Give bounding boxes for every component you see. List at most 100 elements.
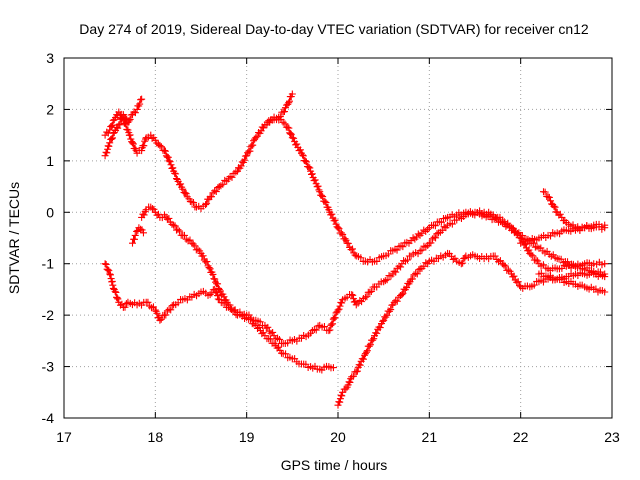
data-point bbox=[318, 191, 326, 199]
data-point bbox=[104, 145, 112, 153]
data-point bbox=[328, 210, 336, 218]
data-point bbox=[138, 95, 146, 103]
data-point bbox=[601, 273, 609, 281]
data-point bbox=[363, 293, 371, 301]
data-point bbox=[140, 211, 148, 219]
data-point bbox=[306, 164, 314, 172]
data-point bbox=[163, 307, 171, 315]
data-point bbox=[356, 361, 364, 369]
data-point bbox=[177, 180, 185, 188]
data-point bbox=[530, 281, 538, 289]
data-point bbox=[383, 276, 391, 284]
data-point bbox=[399, 289, 407, 297]
data-point bbox=[275, 113, 283, 121]
data-point bbox=[101, 152, 109, 160]
data-point bbox=[331, 314, 339, 322]
data-point bbox=[326, 326, 334, 334]
data-point bbox=[393, 297, 401, 305]
data-point bbox=[532, 256, 540, 264]
data-point bbox=[215, 183, 223, 191]
data-point bbox=[129, 140, 137, 148]
data-point bbox=[107, 123, 115, 131]
data-point bbox=[214, 292, 221, 300]
data-point bbox=[321, 197, 329, 205]
data-point bbox=[287, 130, 295, 138]
data-point bbox=[504, 266, 512, 274]
data-point bbox=[420, 262, 428, 270]
data-point bbox=[414, 230, 422, 238]
data-point bbox=[327, 321, 335, 329]
data-point bbox=[105, 142, 113, 150]
data-point bbox=[338, 392, 346, 400]
data-point bbox=[288, 90, 296, 98]
data-point bbox=[379, 317, 387, 325]
data-point bbox=[282, 350, 290, 358]
data-point bbox=[366, 288, 374, 296]
data-point bbox=[215, 285, 223, 293]
data-point bbox=[418, 246, 426, 254]
data-point bbox=[256, 318, 264, 326]
data-point bbox=[329, 315, 337, 323]
data-point bbox=[316, 188, 324, 196]
data-point bbox=[171, 222, 179, 230]
data-point bbox=[329, 364, 337, 372]
y-tick-label: -2 bbox=[42, 307, 55, 323]
data-point bbox=[366, 341, 374, 349]
data-point bbox=[275, 335, 283, 343]
data-point bbox=[199, 252, 207, 260]
data-point bbox=[103, 265, 111, 273]
data-point bbox=[209, 270, 217, 278]
data-point bbox=[136, 100, 144, 108]
data-point bbox=[170, 221, 178, 229]
data-point bbox=[164, 153, 172, 161]
data-point bbox=[279, 118, 287, 126]
data-point bbox=[169, 164, 177, 172]
data-point bbox=[214, 280, 222, 288]
data-point bbox=[114, 124, 122, 132]
data-point bbox=[437, 218, 445, 226]
data-point bbox=[166, 158, 174, 166]
data-point bbox=[331, 216, 339, 224]
data-point bbox=[558, 213, 566, 221]
data-point bbox=[325, 327, 333, 335]
data-point bbox=[167, 161, 175, 169]
data-point bbox=[157, 143, 165, 151]
data-point bbox=[111, 287, 119, 295]
data-point bbox=[106, 271, 114, 279]
data-point bbox=[133, 105, 141, 113]
data-point bbox=[247, 315, 255, 323]
data-point bbox=[168, 220, 176, 228]
data-point bbox=[498, 216, 506, 224]
data-point bbox=[440, 223, 448, 231]
data-point bbox=[286, 129, 294, 137]
data-point bbox=[163, 215, 171, 223]
data-point bbox=[410, 271, 418, 279]
data-point bbox=[601, 221, 609, 229]
data-point bbox=[105, 267, 113, 275]
data-point bbox=[556, 210, 564, 218]
data-point bbox=[214, 295, 222, 303]
data-point bbox=[203, 258, 211, 266]
data-point bbox=[510, 272, 518, 280]
data-point bbox=[249, 141, 257, 149]
data-point bbox=[348, 245, 356, 253]
data-point bbox=[601, 288, 609, 296]
data-point bbox=[165, 157, 173, 165]
data-point bbox=[438, 226, 446, 234]
data-point bbox=[146, 302, 154, 310]
data-point bbox=[367, 287, 375, 295]
y-tick-label: 0 bbox=[46, 204, 54, 220]
data-point bbox=[182, 235, 190, 243]
data-point bbox=[103, 149, 111, 157]
data-point bbox=[153, 309, 161, 317]
data-point bbox=[109, 134, 117, 142]
data-point bbox=[403, 256, 411, 264]
chart-title: Day 274 of 2019, Sidereal Day-to-day VTE… bbox=[79, 21, 589, 37]
data-point bbox=[226, 301, 234, 309]
x-tick-label: 21 bbox=[422, 429, 438, 445]
data-point bbox=[449, 255, 457, 263]
data-point bbox=[285, 99, 293, 107]
data-point bbox=[262, 324, 270, 332]
data-point bbox=[335, 305, 343, 313]
